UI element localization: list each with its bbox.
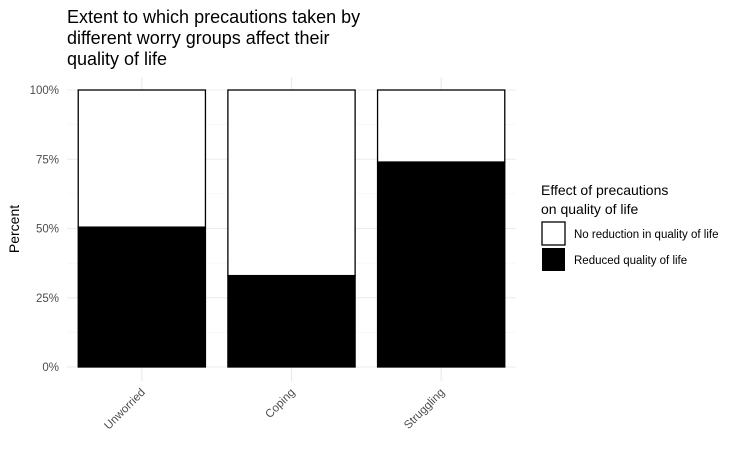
legend-items: No reduction in quality of life Reduced q… bbox=[541, 221, 718, 271]
bar-segment-no-reduction-in-quality-of-life-coping bbox=[227, 89, 356, 277]
bar-segment-reduced-quality-of-life-struggling bbox=[376, 161, 506, 368]
chart-title-line-3: quality of life bbox=[67, 49, 167, 69]
y-tick-label: 100% bbox=[30, 85, 59, 97]
y-tick-label: 75% bbox=[36, 154, 59, 166]
chart-title-line-1: Extent to which precautions taken by bbox=[67, 7, 360, 27]
chart-title-line-2: different worry groups affect their bbox=[67, 28, 329, 48]
legend-key bbox=[542, 248, 565, 271]
chart-title: Extent to which precautions taken by dif… bbox=[67, 7, 360, 69]
y-axis-title: Percent bbox=[6, 205, 22, 253]
legend-title-line-1: Effect of precautions bbox=[541, 182, 668, 198]
x-axis-tick-labels: Unworried Coping Struggling bbox=[102, 387, 447, 433]
bar-segment-no-reduction-in-quality-of-life-unworried bbox=[77, 89, 207, 228]
x-tick-label: Unworried bbox=[102, 387, 148, 433]
legend-key bbox=[541, 221, 566, 246]
y-tick-label: 50% bbox=[36, 224, 59, 236]
bars bbox=[77, 89, 506, 368]
y-axis-tick-labels: 0% 25% 50% 75% 100% bbox=[30, 85, 59, 374]
legend: Effect of precautions on quality of life… bbox=[541, 182, 718, 271]
x-tick-label: Coping bbox=[263, 387, 297, 421]
bar-segment-no-reduction-in-quality-of-life-struggling bbox=[376, 89, 506, 163]
legend-title-line-2: on quality of life bbox=[541, 201, 638, 217]
bar-segment-reduced-quality-of-life-unworried bbox=[77, 226, 207, 368]
y-tick-label: 0% bbox=[42, 362, 59, 374]
bar-segment-reduced-quality-of-life-coping bbox=[227, 274, 356, 368]
y-tick-label: 25% bbox=[36, 293, 59, 305]
legend-label: No reduction in quality of life bbox=[574, 229, 718, 241]
legend-label: Reduced quality of life bbox=[574, 255, 687, 267]
x-tick-label: Struggling bbox=[402, 387, 447, 432]
